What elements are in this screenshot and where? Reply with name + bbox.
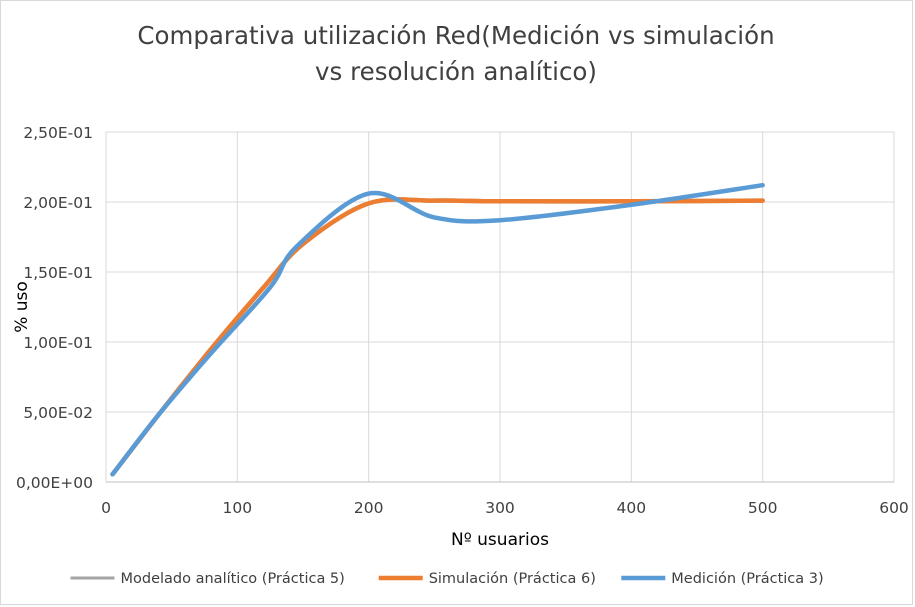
x-tick-label: 600 xyxy=(879,499,909,517)
chart-title-line-2: vs resolución analítico) xyxy=(315,57,597,86)
x-tick-label: 200 xyxy=(354,499,384,517)
y-tick-label: 2,00E-01 xyxy=(23,194,93,212)
x-axis-title: Nº usuarios xyxy=(451,530,549,550)
x-tick-label: 100 xyxy=(223,499,253,517)
y-tick-label: 5,00E-02 xyxy=(23,404,93,422)
legend-label: Modelado analítico (Práctica 5) xyxy=(121,571,345,587)
legend-item: Medición (Práctica 3) xyxy=(621,571,824,587)
y-tick-label: 2,50E-01 xyxy=(23,124,93,142)
series-line-modelado-analitico-practica-5 xyxy=(110,197,765,477)
y-tick-label: 1,00E-01 xyxy=(23,334,93,352)
axes xyxy=(105,132,894,483)
x-tick-label: 400 xyxy=(617,499,647,517)
legend-item: Modelado analítico (Práctica 5) xyxy=(70,571,345,587)
chart-title-line-1: Comparativa utilización Red(Medición vs … xyxy=(137,21,774,50)
gridlines xyxy=(106,131,895,482)
legend-item: Simulación (Práctica 6) xyxy=(378,571,596,587)
y-tick-label: 0,00E+00 xyxy=(16,474,93,492)
x-tick-label: 0 xyxy=(101,499,111,517)
series-lines xyxy=(110,182,765,477)
legend-label: Medición (Práctica 3) xyxy=(671,571,823,587)
tick-labels: 0,00E+00 5,00E-02 1,00E-01 1,50E-01 2,00E-01… xyxy=(16,124,909,517)
series-line-medicion-practica-3 xyxy=(110,182,765,477)
y-axis-title: % uso xyxy=(12,281,32,333)
y-tick-label: 1,50E-01 xyxy=(23,264,93,282)
series-line-simulacion-practica-6 xyxy=(110,197,765,477)
legend-label: Simulación (Práctica 6) xyxy=(429,571,596,587)
x-tick-label: 300 xyxy=(485,499,515,517)
legend: Modelado analítico (Práctica 5) Simulació… xyxy=(70,571,824,587)
x-tick-label: 500 xyxy=(748,499,778,517)
